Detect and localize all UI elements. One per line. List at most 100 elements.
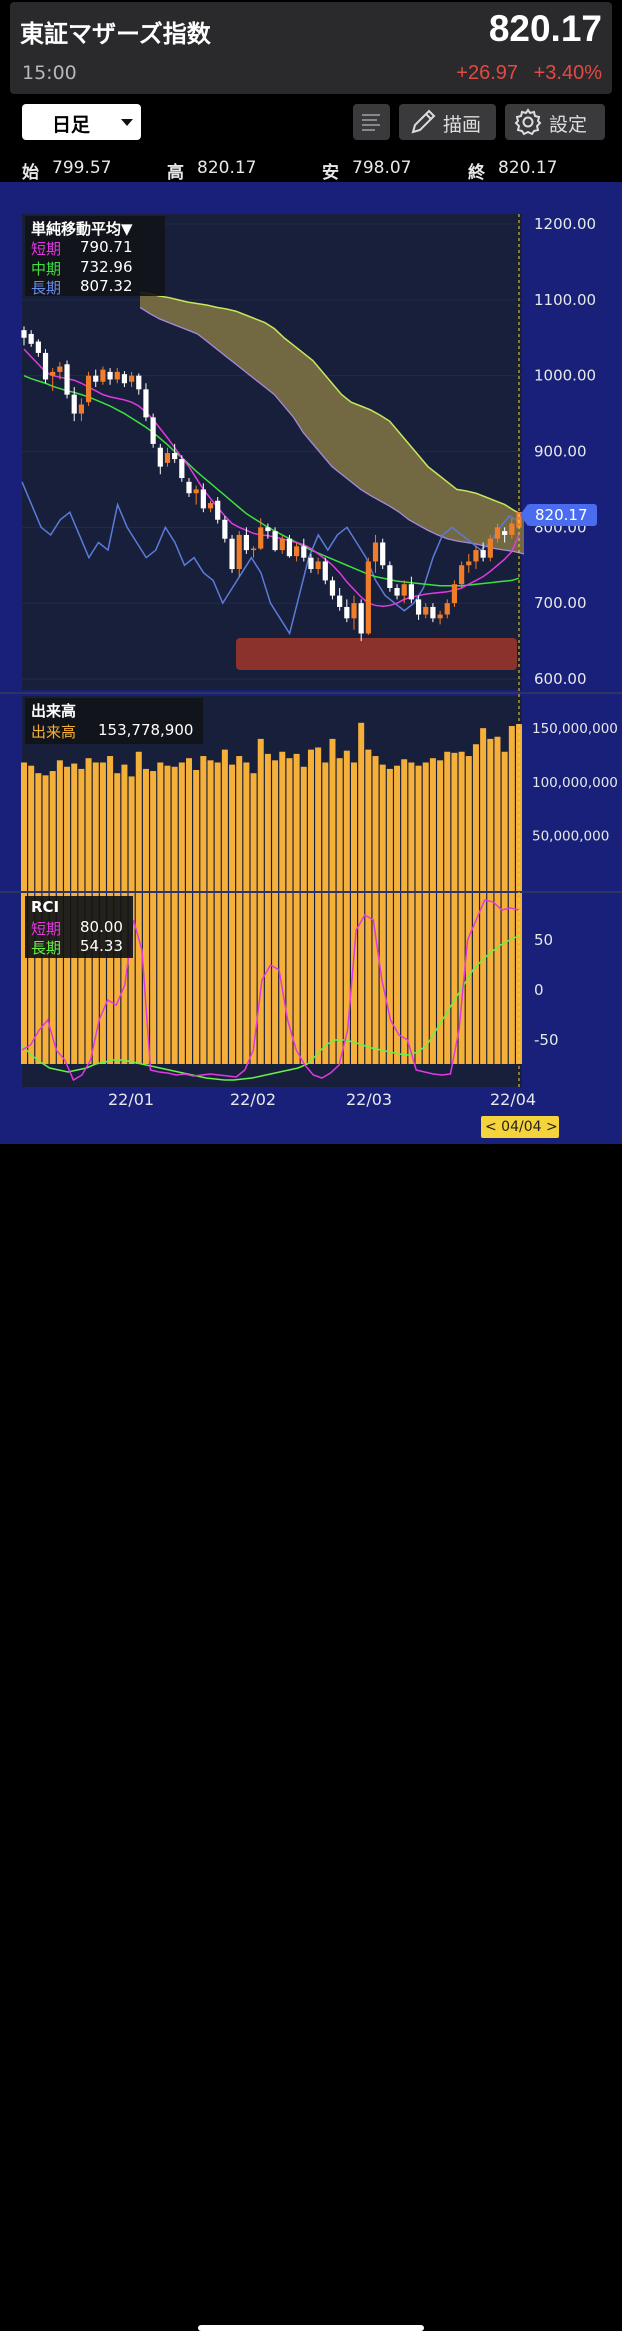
- candle-body: [193, 489, 199, 494]
- open-value: 799.57: [52, 158, 112, 178]
- candle-body: [222, 519, 228, 539]
- volume-bar: [379, 764, 386, 1064]
- volume-bar: [465, 756, 472, 1064]
- volume-value: 153,778,900: [98, 721, 194, 739]
- high-value: 820.17: [197, 158, 257, 178]
- candle-body: [258, 527, 264, 549]
- volume-legend: [25, 698, 203, 744]
- rci-long-label: 長期: [31, 939, 62, 957]
- ma-legend[interactable]: [25, 216, 165, 296]
- volume-bar: [272, 760, 279, 1064]
- price-y-tick: 900.00: [534, 443, 587, 461]
- candle-body: [215, 500, 221, 520]
- candle-body: [487, 538, 493, 558]
- ma-mid-line: [23, 374, 520, 587]
- candle-body: [301, 546, 307, 558]
- instrument-title: 東証マザーズ指数: [20, 20, 211, 48]
- quote-header: 東証マザーズ指数 15:00 820.17 +26.97 +3.40%: [0, 0, 622, 96]
- volume-bar: [236, 756, 243, 1064]
- ma-legend-title[interactable]: 単純移動平均▼: [31, 220, 133, 238]
- candle-body: [451, 584, 458, 604]
- settings-button[interactable]: 設定: [505, 104, 605, 140]
- candle-body: [509, 523, 515, 535]
- cloud-fill: [140, 292, 524, 554]
- candle-body: [286, 538, 293, 557]
- volume-bar: [142, 768, 149, 1064]
- candle-body: [207, 503, 214, 509]
- x-axis: 22/01 22/02 22/03 22/04 < 04/04 >: [0, 1088, 622, 1144]
- candle-body: [294, 546, 300, 557]
- candle-body: [243, 534, 249, 551]
- candle-body: [129, 375, 135, 382]
- volume-bar: [415, 765, 422, 1064]
- price-y-tick: 600.00: [534, 670, 587, 688]
- rci-y-tick: -50: [534, 1031, 559, 1049]
- home-indicator[interactable]: [198, 2325, 424, 2331]
- open-label: 始: [22, 163, 39, 183]
- candle-body: [236, 534, 242, 570]
- volume-bar: [501, 751, 508, 1064]
- cursor-date-tag[interactable]: < 04/04 >: [481, 1116, 559, 1138]
- settings-button-label: 設定: [549, 114, 588, 136]
- indicator-list-button[interactable]: [353, 104, 390, 140]
- last-price: 820.17: [488, 8, 602, 49]
- volume-bar: [264, 753, 271, 1064]
- candle-body: [430, 606, 436, 619]
- pencil-icon: [411, 109, 436, 134]
- quote-time: 15:00: [22, 62, 77, 84]
- volume-bar: [358, 722, 365, 1064]
- ichimoku-cloud: [139, 291, 525, 555]
- period-select[interactable]: 日足: [22, 104, 141, 140]
- rci-short-line: [21, 899, 520, 1082]
- volume-bar: [257, 738, 264, 1064]
- volume-bar: [429, 758, 436, 1064]
- support-zone-highlight: [236, 638, 517, 670]
- ma-long-value: 807.32: [80, 277, 133, 295]
- volume-bar: [250, 773, 257, 1064]
- last-price-tag-value: 820.17: [535, 506, 588, 524]
- rci-legend: [25, 896, 133, 958]
- candle-body: [308, 557, 314, 570]
- candle-body: [329, 580, 336, 596]
- chart-svg[interactable]: 1200.001100.001000.00900.00800.00700.006…: [0, 182, 622, 1120]
- rci-y-tick: 0: [534, 981, 544, 999]
- y-axis-ticks: 1200.001100.001000.00900.00800.00700.006…: [532, 215, 618, 1049]
- volume-bar: [200, 756, 207, 1064]
- volume-bar: [178, 762, 185, 1064]
- ma-mid-label: 中期: [31, 260, 62, 278]
- volume-bar: [451, 752, 458, 1064]
- rci-long-value: 54.33: [80, 937, 123, 955]
- candle-body: [437, 614, 443, 619]
- volume-y-tick: 100,000,000: [532, 775, 618, 791]
- system-bottom-bar: [0, 1144, 622, 2331]
- rci-short-label: 短期: [31, 920, 62, 938]
- tag-pointer-icon: [520, 504, 528, 526]
- rci-lines: [21, 899, 520, 1082]
- chart-toolbar: 日足 描画 設定: [0, 96, 622, 150]
- volume-bar: [329, 738, 336, 1064]
- ohlc-row: 始 799.57 高 820.17 安 798.07 終 820.17: [0, 150, 622, 183]
- volume-bar: [508, 726, 515, 1064]
- candle-body: [365, 561, 371, 634]
- candle-body: [473, 550, 479, 562]
- period-select-label: 日足: [52, 114, 91, 136]
- candle-body: [121, 374, 128, 384]
- volume-bar: [171, 766, 178, 1064]
- price-y-tick: 700.00: [534, 594, 587, 612]
- volume-bar: [150, 771, 157, 1064]
- candle-body: [71, 394, 77, 414]
- close-label: 終: [468, 163, 485, 183]
- candle-body: [50, 371, 56, 376]
- close-value: 820.17: [498, 158, 558, 178]
- candlesticks: [21, 326, 522, 642]
- list-lines-icon: [362, 114, 380, 131]
- chart-area[interactable]: 1200.00 1100.00 1000.00 900.00 800.00 700.00 6…: [0, 182, 622, 1120]
- candle-body: [344, 606, 350, 619]
- rci-y-tick: 50: [534, 931, 553, 949]
- volume-bar: [279, 751, 286, 1064]
- caret-down-icon: [121, 119, 133, 126]
- volume-bar: [422, 762, 429, 1064]
- volume-bar: [336, 758, 343, 1064]
- draw-button[interactable]: 描画: [399, 104, 496, 140]
- volume-bar: [351, 762, 357, 1064]
